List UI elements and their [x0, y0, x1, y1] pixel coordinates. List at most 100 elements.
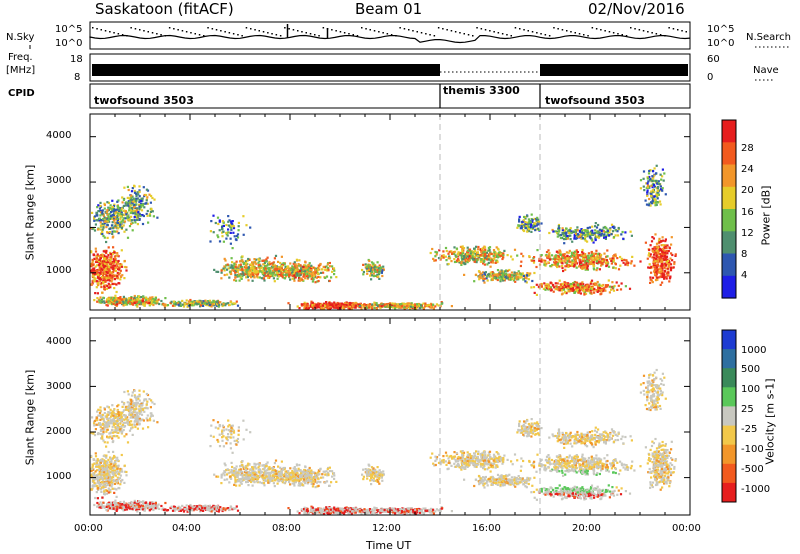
freq-bar — [92, 64, 440, 76]
power-range-cell — [119, 210, 122, 213]
power-range-cell — [265, 258, 268, 261]
power-range-cell — [153, 299, 156, 302]
power-range-cell — [310, 269, 313, 272]
power-range-cell — [313, 272, 316, 275]
power-range-cell — [492, 254, 495, 257]
power-range-cell — [565, 251, 568, 254]
power-range-cell — [456, 259, 459, 262]
power-range-cell — [328, 302, 331, 305]
power-range-cell — [512, 279, 515, 282]
power-range-cell — [499, 276, 503, 279]
power-range-cell — [497, 276, 501, 279]
nsearch-point — [292, 29, 295, 31]
power-range-cell — [268, 261, 271, 264]
power-range-cell — [540, 283, 543, 286]
power-range-cell — [117, 199, 120, 202]
power-range-cell — [586, 267, 589, 270]
power-range-cell — [567, 285, 570, 288]
power-range-cell — [96, 254, 99, 257]
power-range-cell — [114, 269, 117, 272]
nsearch-label: N.Search — [746, 32, 792, 43]
power-range-cell — [283, 276, 286, 280]
nsearch-point — [382, 32, 384, 34]
power-range-cell — [298, 270, 302, 273]
power-range-cell — [227, 224, 230, 227]
power-range-cell — [402, 303, 405, 307]
power-range-cell — [488, 272, 491, 276]
power-range-cell — [491, 278, 494, 281]
power-range-cell — [660, 265, 663, 268]
power-range-cell — [471, 257, 474, 260]
power-range-cell — [101, 268, 104, 272]
power-range-cell — [235, 260, 238, 263]
power-range-cell — [372, 262, 375, 265]
power-range-cell — [226, 231, 229, 234]
power-range-cell — [556, 235, 559, 238]
power-range-cell — [473, 250, 476, 253]
nsearch-point — [463, 33, 465, 35]
power-range-cell — [198, 300, 201, 303]
power-range-cell — [438, 249, 441, 252]
power-range-cell — [562, 288, 565, 291]
power-range-cell — [261, 259, 264, 262]
power-range-cell — [577, 233, 580, 236]
power-range-cell — [458, 253, 461, 256]
power-range-cell — [644, 241, 647, 244]
power-range-cell — [291, 271, 294, 274]
power-range-cell — [575, 290, 578, 293]
power-range-cell — [225, 268, 229, 271]
power-range-cell — [646, 186, 649, 189]
power-range-cell — [493, 251, 496, 254]
power-range-cell — [251, 261, 254, 264]
power-range-cell — [292, 270, 295, 273]
power-range-cell — [117, 259, 120, 263]
power-range-cell — [133, 298, 136, 301]
power-range-cell — [291, 265, 294, 268]
power-range-cell — [462, 247, 466, 250]
power-range-cell — [325, 265, 328, 268]
power-range-cell — [305, 266, 309, 269]
power-range-cell — [117, 273, 120, 276]
power-range-cell — [349, 306, 352, 309]
power-range-cell — [274, 273, 277, 276]
power-range-cell — [107, 215, 110, 218]
power-range-cell — [557, 251, 560, 254]
power-range-cell — [532, 259, 536, 262]
power-range-cell — [487, 249, 490, 252]
power-range-cell — [612, 266, 615, 269]
power-range-cell — [130, 215, 133, 218]
power-range-cell — [353, 302, 356, 305]
nsearch-point — [437, 27, 440, 29]
power-range-cell — [126, 214, 129, 217]
power-range-cell — [151, 296, 154, 299]
power-range-cell — [525, 223, 528, 226]
power-range-cell — [646, 177, 649, 180]
power-range-cell — [380, 271, 383, 274]
power-range-cell — [556, 230, 559, 233]
power-range-cell — [111, 205, 114, 209]
power-range-cell — [646, 182, 649, 185]
power-range-cell — [659, 185, 662, 188]
power-range-cell — [573, 257, 576, 260]
nsearch-point — [361, 27, 363, 29]
power-range-cell — [370, 268, 373, 271]
power-range-cell — [278, 273, 281, 276]
power-range-cell — [600, 264, 603, 267]
power-range-cell — [497, 253, 500, 256]
power-range-cell — [412, 303, 415, 307]
power-range-cell — [292, 273, 295, 276]
power-range-cell — [460, 263, 463, 266]
power-range-cell — [186, 305, 189, 308]
power-range-cell — [582, 283, 585, 286]
power-range-cell — [495, 273, 498, 277]
power-range-cell — [461, 245, 464, 248]
power-range-cell — [140, 302, 143, 306]
power-range-cell — [614, 229, 617, 232]
power-range-cell — [482, 246, 485, 249]
power-range-cell — [575, 249, 578, 252]
power-range-cell — [135, 192, 138, 195]
power-range-cell — [231, 265, 235, 268]
power-range-cell — [553, 286, 556, 289]
power-range-cell — [660, 240, 663, 243]
power-range-cell — [229, 225, 232, 228]
